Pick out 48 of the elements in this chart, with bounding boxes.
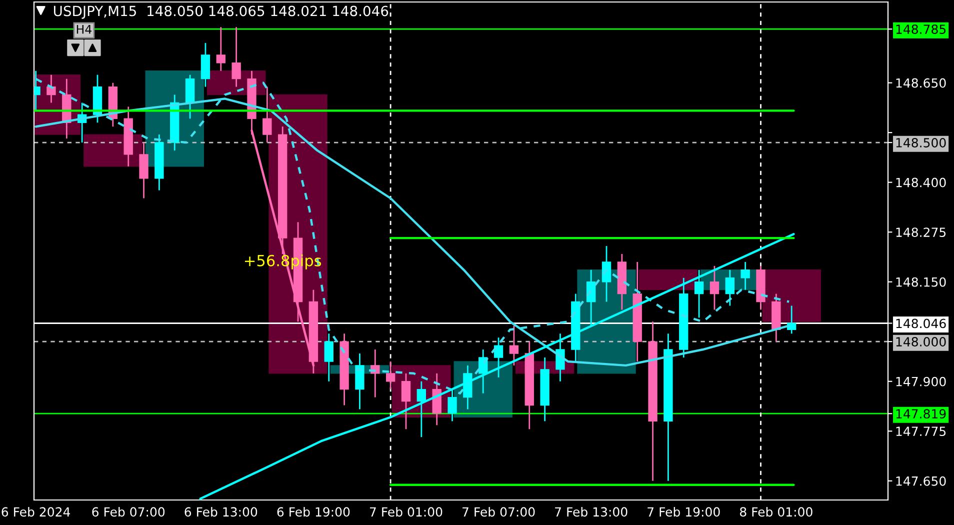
candlestick: [694, 269, 704, 318]
candlestick: [509, 324, 519, 366]
y-tick-label: 147.650: [896, 476, 946, 486]
y-tick-label: 148.000: [896, 337, 946, 346]
candlestick: [416, 380, 426, 438]
candlestick: [262, 86, 272, 144]
candlestick: [463, 364, 472, 410]
candlestick: [216, 26, 226, 72]
candlestick: [200, 42, 210, 88]
candlestick: [556, 332, 565, 382]
candlestick: [725, 269, 734, 306]
chart-title: USDJPY,M15 148.050 148.065 148.021 148.046: [54, 6, 388, 19]
x-tick-label: 6 Feb 07:00: [92, 506, 165, 517]
y-tick-label: 148.400: [896, 178, 946, 188]
y-tick-label: 148.650: [896, 78, 946, 88]
x-tick-label: 6 Feb 19:00: [277, 506, 350, 517]
y-tick-label: 147.819: [896, 409, 946, 419]
candlestick: [448, 388, 457, 422]
y-tick-label: 148.500: [896, 138, 946, 148]
y-tick-label: 148.150: [896, 277, 946, 287]
x-tick-label: 7 Feb 01:00: [370, 506, 442, 517]
x-tick-label: 7 Feb 13:00: [555, 506, 628, 517]
candlestick: [602, 245, 612, 302]
candlestick: [46, 74, 56, 104]
candlestick: [494, 336, 504, 378]
y-tick-label: 148.785: [896, 24, 946, 34]
y-tick-label: 148.275: [896, 228, 946, 238]
x-tick-label: 6 Feb 13:00: [184, 506, 258, 517]
candlestick: [386, 360, 396, 390]
candlestick: [401, 372, 411, 430]
candlestick: [740, 261, 750, 291]
candlestick: [232, 26, 241, 88]
candlestick: [185, 74, 195, 120]
candlestick: [432, 372, 442, 426]
candlestick: [355, 352, 364, 410]
candlestick: [638, 270, 698, 290]
candlestick: [139, 142, 148, 199]
x-tick-label: 8 Feb 01:00: [740, 506, 812, 517]
y-tick-label: 147.900: [896, 376, 946, 386]
line-series: [199, 232, 795, 500]
y-tick-label: 148.046: [896, 318, 946, 328]
y-tick-label: 147.775: [896, 426, 946, 436]
x-tick-label: 7 Feb 07:00: [462, 506, 535, 517]
candlestick: [324, 332, 334, 382]
x-tick-label: 6 Feb 2024: [2, 506, 70, 517]
candlestick: [710, 265, 720, 310]
x-tick-label: 7 Feb 19:00: [648, 506, 720, 517]
annotation: H4: [76, 25, 92, 34]
